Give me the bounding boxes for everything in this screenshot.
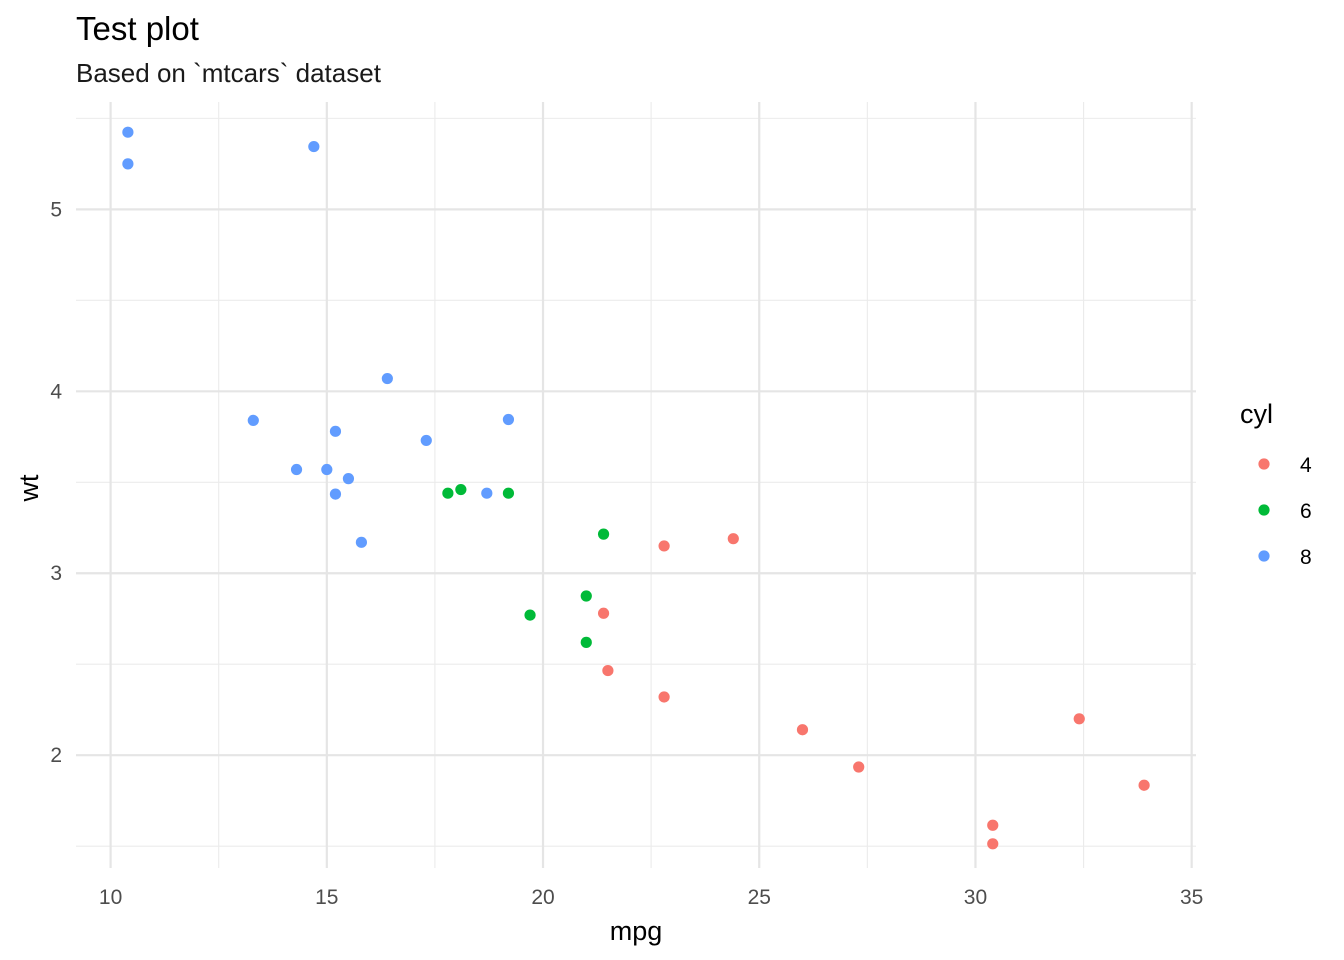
legend-key-8 (1258, 550, 1270, 562)
data-point-cyl-8 (502, 413, 515, 426)
data-point-cyl-8 (420, 434, 432, 447)
data-point-cyl-8 (342, 473, 355, 485)
data-point-cyl-4 (796, 724, 809, 736)
x-tick-label: 15 (315, 886, 338, 909)
x-axis-title: mpg (610, 916, 663, 946)
data-point-cyl-8 (321, 463, 333, 476)
data-point-cyl-4 (1073, 713, 1085, 725)
axis-ticks: 10 15 20 25 30 35 2 3 4 5 (50, 198, 1203, 909)
data-point-cyl-4 (602, 664, 614, 677)
data-point-cyl-4 (987, 819, 999, 831)
data-point-cyl-8 (355, 536, 368, 548)
data-point-cyl-4 (727, 533, 739, 545)
data-point-cyl-8 (122, 158, 134, 170)
data-point-cyl-6 (455, 483, 467, 496)
y-tick-label: 5 (50, 198, 62, 221)
data-point-cyl-6 (502, 487, 515, 499)
data-point-cyl-6 (597, 528, 610, 540)
grid (76, 102, 1196, 868)
data-point-cyl-8 (308, 140, 320, 153)
data-point-cyl-4 (658, 691, 670, 703)
data-point-cyl-6 (580, 590, 592, 602)
x-tick-label: 25 (748, 886, 771, 909)
data-point-cyl-8 (290, 463, 303, 476)
data-point-cyl-6 (442, 487, 454, 499)
legend-label: 8 (1300, 546, 1312, 569)
data-point-cyl-4 (658, 540, 670, 552)
data-point-cyl-6 (524, 609, 536, 621)
y-tick-label: 2 (50, 744, 62, 767)
data-point-cyl-4 (597, 607, 610, 619)
data-point-cyl-8 (481, 487, 493, 499)
x-tick-label: 10 (99, 886, 122, 909)
legend-key-4 (1258, 458, 1270, 470)
data-point-cyl-8 (381, 372, 393, 385)
legend-title: cyl (1240, 399, 1273, 429)
x-tick-label: 35 (1180, 886, 1203, 909)
data-point-cyl-8 (329, 488, 342, 500)
y-tick-label: 3 (50, 562, 62, 585)
legend-label: 6 (1300, 500, 1312, 523)
y-axis-title: wt (14, 474, 44, 502)
legend-items: 4 6 8 (1258, 454, 1312, 569)
data-point-cyl-6 (580, 636, 592, 648)
data-point-cyl-8 (247, 414, 259, 427)
data-points (122, 126, 1150, 850)
legend: cyl 4 6 8 (1240, 399, 1312, 569)
data-point-cyl-4 (853, 761, 865, 773)
chart-title: Test plot (76, 10, 199, 47)
data-point-cyl-8 (329, 425, 342, 437)
legend-label: 4 (1300, 454, 1312, 477)
chart-subtitle: Based on `mtcars` dataset (76, 58, 382, 88)
x-tick-label: 30 (964, 886, 987, 909)
data-point-cyl-4 (1138, 779, 1150, 791)
x-tick-label: 20 (531, 886, 554, 909)
data-point-cyl-8 (122, 126, 134, 138)
legend-key-6 (1258, 504, 1270, 516)
data-point-cyl-4 (987, 838, 999, 850)
y-tick-label: 4 (50, 380, 62, 403)
